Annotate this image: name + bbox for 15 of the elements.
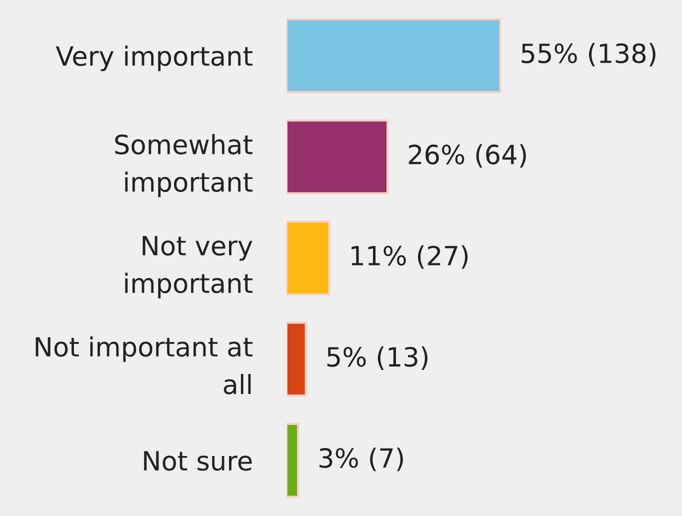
data-label: 5% (13) — [327, 346, 428, 370]
bar — [286, 220, 330, 296]
bar — [286, 322, 307, 397]
data-label: 26% (64) — [408, 144, 526, 168]
data-label: 3% (7) — [320, 448, 403, 472]
bar — [286, 422, 300, 498]
y-tick-label: Not very important — [125, 236, 252, 298]
y-tick-label: Not important at all — [36, 336, 252, 394]
bar — [286, 18, 502, 94]
y-tick-label: Very important — [56, 46, 252, 72]
bar — [286, 119, 389, 194]
y-tick-label: Not sure — [144, 451, 252, 471]
y-tick-label: Somewhat important — [115, 134, 252, 198]
data-label: 55% (138) — [522, 42, 656, 66]
data-label: 11% (27) — [352, 245, 468, 269]
